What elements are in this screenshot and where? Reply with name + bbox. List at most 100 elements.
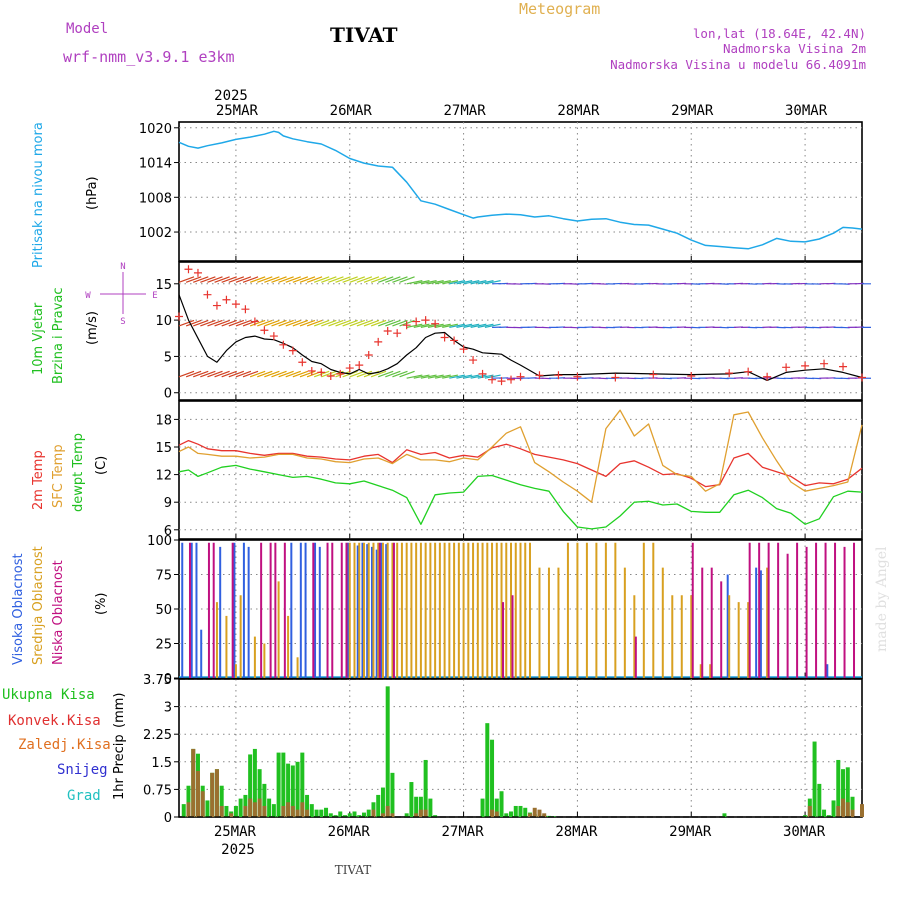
y-tick-label: 9 [164, 496, 172, 511]
total-precip-bar [281, 752, 286, 817]
total-precip-bar [205, 800, 210, 817]
wind-arrow [449, 323, 466, 328]
total-precip-bar [385, 686, 390, 817]
convective-precip-bar [186, 802, 191, 817]
wind-arrow [370, 276, 387, 283]
wind-arrow [249, 319, 266, 327]
footer-station: TIVAT [335, 863, 372, 877]
total-precip-bar [314, 809, 319, 817]
watermark: made by Angel [874, 546, 890, 652]
model-elevation-label: Nadmorska Visina u modelu 66.4091m [610, 57, 866, 72]
convective-precip-bar [807, 805, 812, 817]
wind-arrow [264, 370, 280, 378]
total-precip-bar [480, 798, 485, 817]
wind-arrow [378, 319, 394, 327]
total-precip-bar [499, 791, 504, 817]
total-precip-bar [841, 769, 846, 817]
wind-arrow [463, 323, 480, 328]
total-precip-bar [845, 767, 850, 817]
convective-precip-bar [286, 802, 291, 817]
convective-precip-bar [836, 805, 841, 817]
temp-ylabel-2m: 2m Temp [31, 450, 46, 510]
wind-arrow [292, 276, 309, 283]
gust-marker [478, 369, 487, 378]
gust-marker [421, 316, 430, 325]
cloud-ylabel-mid: Srednja Oblacnost [31, 546, 46, 665]
y-tick-label: 25 [155, 638, 172, 653]
gust-marker [725, 369, 734, 378]
y-tick-label: 2.25 [143, 728, 172, 743]
total-precip-bar [357, 815, 362, 817]
total-precip-bar [238, 798, 243, 817]
total-precip-bar [390, 772, 395, 817]
gust-marker [364, 350, 373, 359]
wind-arrow [378, 370, 394, 378]
compass-s: S [120, 317, 125, 327]
convective-precip-bar [390, 813, 395, 817]
wind-speed-line [178, 294, 863, 381]
wind-arrow [178, 276, 195, 283]
pressure-panel: 1002 1008 1014 1020 [139, 121, 863, 262]
wind-arrow [363, 276, 380, 283]
wind-arrow [484, 374, 501, 379]
gust-marker [222, 295, 231, 304]
total-precip-bar [333, 815, 338, 817]
wind-arrow [235, 319, 252, 327]
y-tick-label: 1.5 [151, 756, 172, 771]
convective-precip-bar [300, 802, 305, 817]
station-title: TIVAT [330, 23, 398, 47]
gust-marker [231, 300, 240, 309]
total-precip-bar [513, 805, 518, 817]
y-tick-label: 0.75 [143, 783, 172, 798]
wind-arrow [285, 370, 301, 378]
wind-arrow [363, 319, 380, 327]
wind-arrow [413, 374, 430, 379]
total-precip-bar [414, 796, 419, 817]
wind-arrow [356, 276, 373, 283]
y-tick-label: 100 [147, 534, 172, 549]
wind-arrow [456, 323, 473, 328]
convective-precip-bar [532, 807, 537, 817]
wind-arrow [299, 370, 316, 378]
total-precip-bar [347, 813, 352, 817]
wind-arrow [442, 374, 459, 379]
wind-compass: N W E S [85, 262, 157, 327]
wind-arrow [271, 370, 287, 378]
convective-precip-bar [418, 809, 423, 817]
wind-arrow [427, 280, 444, 285]
wind-arrow [378, 276, 394, 283]
gust-marker [374, 337, 383, 346]
convective-precip-bar [414, 813, 419, 817]
gust-marker [782, 363, 791, 372]
gust-marker [345, 364, 354, 373]
total-precip-bar [243, 794, 248, 817]
wind-arrow [278, 370, 294, 378]
total-precip-bar [276, 752, 281, 817]
total-precip-bar [409, 782, 414, 817]
y-tick-label: 1020 [139, 122, 172, 137]
total-precip-bar [286, 763, 291, 817]
wind-arrow [435, 280, 451, 285]
total-precip-bar [404, 813, 409, 817]
total-precip-bar [233, 805, 238, 817]
total-precip-bar [803, 815, 808, 817]
cloud-ylabel-high: Visoka Oblacnost [11, 553, 26, 665]
top-year-label: 2025 [214, 88, 248, 104]
total-precip-bar [305, 794, 310, 817]
total-precip-bar [423, 759, 428, 817]
gust-marker [336, 369, 345, 378]
wind-arrow [306, 276, 323, 283]
wind-arrow [271, 319, 287, 327]
wind-arrow [392, 276, 408, 283]
wind-arrow [207, 276, 223, 283]
bottom-date-label: 26MAR [328, 824, 371, 840]
pressure-line [178, 130, 863, 250]
convective-precip-bar [191, 748, 196, 817]
wind-arrow [456, 280, 473, 285]
temp-ylabel-dewpt: dewpt Temp [71, 433, 86, 512]
wind-arrow [399, 276, 415, 283]
y-tick-label: 0 [164, 672, 172, 687]
wind-arrow [271, 276, 287, 283]
wind-arrow [321, 319, 337, 327]
convective-precip-bar [257, 798, 262, 817]
